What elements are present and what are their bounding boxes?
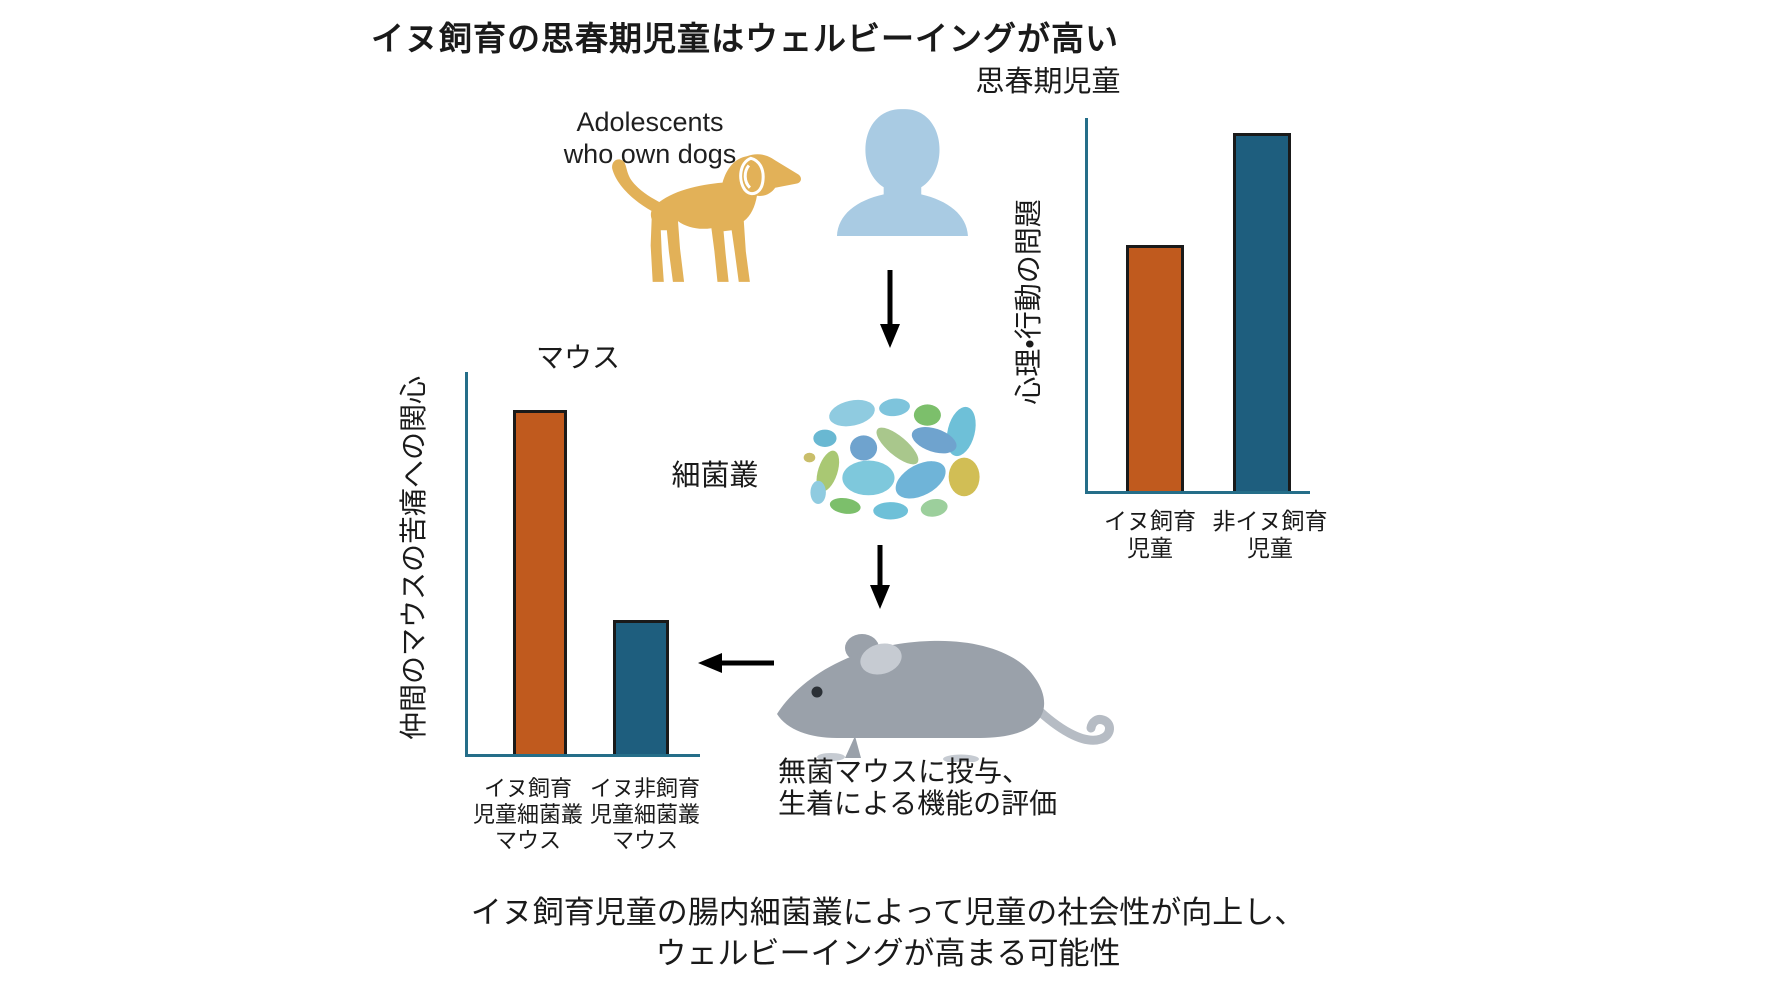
bar-non-dog-owning-children (1233, 132, 1291, 491)
mouse-icon (765, 612, 1115, 762)
plot-area (1085, 118, 1310, 494)
adolescents-label: Adolescents who own dogs (563, 107, 737, 170)
adolescents-bar-chart: 思春期児童 心理・行動の問題 イヌ飼育 児童 非イヌ飼育 児童 (960, 55, 1340, 570)
bar-dog-owning-children (1126, 244, 1184, 491)
arrow-down-icon (878, 270, 902, 350)
person-icon (833, 104, 977, 236)
y-axis-label: 仲間のマウスの苦痛への関心 (398, 375, 429, 741)
bar-non-dog-owner-microbiome-mice (613, 620, 669, 754)
microbiome-icon (798, 388, 993, 533)
plot-area (465, 372, 700, 757)
chart-title: マウス (535, 342, 620, 373)
microbiome-label: 細菌叢 (671, 460, 759, 492)
mice-bar-chart: マウス 仲間のマウスの苦痛への関心 イヌ飼育 児童細菌叢 マウス イヌ非飼育 児… (340, 330, 730, 860)
x-axis-label: イヌ飼育 児童 (1104, 508, 1196, 562)
arrow-left-icon (696, 651, 776, 675)
arrow-down-icon (868, 545, 892, 611)
conclusion-text: イヌ飼育児童の腸内細菌叢によって児童の社会性が向上し、 ウェルビーイングが高まる… (470, 895, 1306, 971)
dog-icon (602, 132, 837, 294)
x-axis-label: イヌ飼育 児童細菌叢 マウス (472, 776, 583, 853)
page-title: イヌ飼育の思春期児童はウェルビーイングが高い (371, 20, 1119, 57)
chart-title: 思春期児童 (975, 66, 1121, 98)
y-axis-label: 心理・行動の問題 (1013, 199, 1044, 405)
x-axis-label: イヌ非飼育 児童細菌叢 マウス (589, 776, 700, 853)
mouse-caption: 無菌マウスに投与、 生着による機能の評価 (778, 756, 1058, 820)
x-axis-label: 非イヌ飼育 児童 (1212, 508, 1328, 562)
bar-dog-owner-microbiome-mice (513, 410, 567, 754)
